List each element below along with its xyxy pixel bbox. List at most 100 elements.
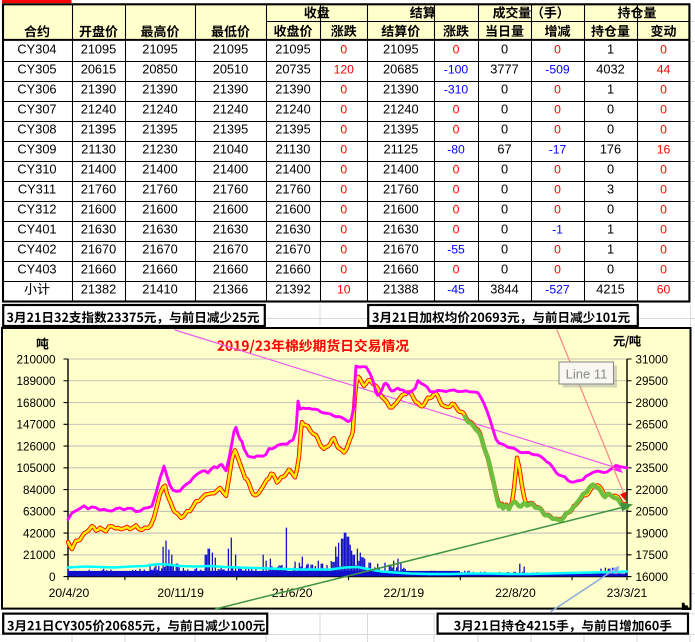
svg-text:21630: 21630 [142,222,178,237]
svg-text:0: 0 [501,242,508,257]
svg-text:67: 67 [497,142,511,157]
svg-text:21670: 21670 [213,242,249,257]
svg-text:0: 0 [554,243,561,257]
svg-text:-527: -527 [545,283,570,297]
svg-text:0: 0 [501,82,508,97]
svg-text:22/8/20: 22/8/20 [495,586,536,600]
svg-text:0: 0 [554,183,561,197]
svg-text:21670: 21670 [383,242,419,257]
svg-text:42000: 42000 [23,527,56,540]
svg-text:21600: 21600 [383,202,419,217]
svg-text:0: 0 [453,223,460,237]
svg-text:20500: 20500 [636,506,669,519]
svg-text:0: 0 [453,183,460,197]
svg-text:-509: -509 [545,63,570,77]
svg-text:20685: 20685 [383,62,419,77]
svg-text:0: 0 [340,123,347,137]
svg-text:-100: -100 [444,63,469,77]
svg-text:21400: 21400 [81,162,117,177]
svg-text:21130: 21130 [81,142,116,157]
svg-text:21230: 21230 [142,142,178,157]
svg-text:-45: -45 [447,283,465,297]
svg-text:0: 0 [554,263,561,277]
svg-text:21660: 21660 [275,262,311,277]
svg-text:21392: 21392 [275,282,311,297]
svg-text:21760: 21760 [275,182,311,197]
svg-text:0: 0 [453,263,460,277]
svg-text:21760: 21760 [81,182,117,197]
svg-text:23/3/21: 23/3/21 [607,586,648,600]
svg-text:21400: 21400 [383,162,419,177]
svg-text:105000: 105000 [16,462,56,475]
svg-text:21630: 21630 [383,222,419,237]
svg-text:21095: 21095 [383,42,419,57]
svg-text:CY306: CY306 [17,82,56,97]
svg-text:0: 0 [340,83,347,97]
svg-text:0: 0 [660,43,667,57]
svg-text:20/4/20: 20/4/20 [49,586,90,600]
svg-text:23500: 23500 [636,462,669,475]
svg-text:21390: 21390 [142,82,178,97]
svg-text:0: 0 [607,202,614,217]
svg-text:21630: 21630 [275,222,311,237]
svg-text:20735: 20735 [275,62,311,77]
svg-text:21095: 21095 [275,42,311,57]
svg-text:0: 0 [501,182,508,197]
svg-text:CY402: CY402 [17,242,56,257]
svg-text:17500: 17500 [636,549,669,562]
svg-text:21760: 21760 [213,182,249,197]
svg-text:0: 0 [607,122,614,137]
svg-text:0: 0 [554,83,561,97]
svg-text:21400: 21400 [213,162,249,177]
svg-text:1: 1 [607,42,614,57]
svg-text:0: 0 [340,183,347,197]
svg-text:210000: 210000 [16,353,56,366]
svg-text:21130: 21130 [276,142,311,157]
svg-text:21410: 21410 [142,282,178,297]
svg-text:22/1/19: 22/1/19 [383,586,424,600]
svg-text:176: 176 [600,142,621,157]
svg-text:21760: 21760 [142,182,178,197]
svg-text:168000: 168000 [16,397,56,410]
svg-text:21600: 21600 [81,202,117,217]
svg-text:0: 0 [660,103,667,117]
svg-text:CY312: CY312 [17,202,56,217]
svg-text:10: 10 [337,283,351,297]
svg-text:44: 44 [657,63,671,77]
svg-text:0: 0 [340,143,347,157]
svg-text:21240: 21240 [142,102,178,117]
svg-text:0: 0 [607,162,614,177]
svg-text:25000: 25000 [636,440,669,453]
svg-text:16000: 16000 [636,571,669,584]
svg-text:4215: 4215 [596,282,624,297]
svg-text:21095: 21095 [142,42,178,57]
svg-text:0: 0 [453,43,460,57]
svg-text:0: 0 [660,263,667,277]
svg-text:21670: 21670 [81,242,117,257]
svg-text:21395: 21395 [275,122,311,137]
svg-text:31000: 31000 [636,353,669,366]
svg-text:0: 0 [340,223,347,237]
svg-text:21000: 21000 [23,549,56,562]
svg-text:1: 1 [607,222,614,237]
svg-text:0: 0 [660,123,667,137]
svg-text:0: 0 [49,571,56,584]
svg-text:0: 0 [340,43,347,57]
svg-text:21095: 21095 [81,42,117,57]
svg-text:60: 60 [657,283,671,297]
svg-text:21390: 21390 [383,82,419,97]
svg-text:29500: 29500 [636,375,669,388]
svg-text:0: 0 [501,222,508,237]
svg-text:-1: -1 [552,223,563,237]
svg-text:0: 0 [340,103,347,117]
svg-text:0: 0 [607,102,614,117]
svg-text:21240: 21240 [383,102,419,117]
svg-text:0: 0 [660,83,667,97]
svg-text:21240: 21240 [81,102,117,117]
svg-text:1: 1 [607,82,614,97]
svg-text:21660: 21660 [213,262,249,277]
svg-text:21630: 21630 [81,222,117,237]
svg-text:4032: 4032 [596,62,624,77]
svg-text:1: 1 [607,242,614,257]
svg-text:21760: 21760 [383,182,419,197]
